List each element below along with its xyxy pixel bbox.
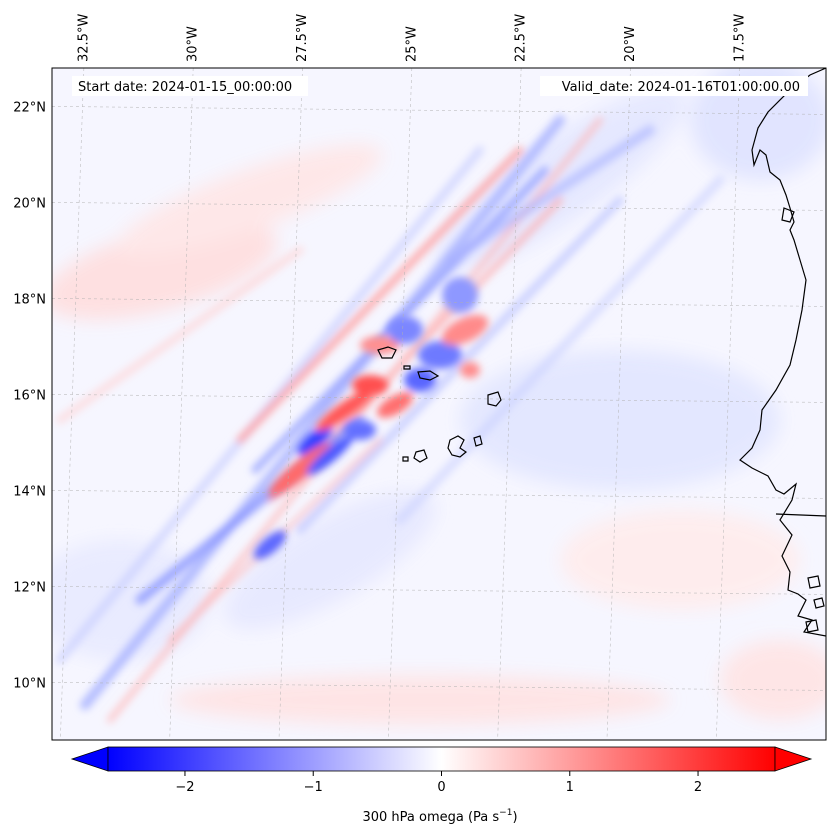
lon-tick-label: 25°W — [404, 26, 419, 62]
start-date-label: Start date: 2024-01-15_00:00:00 — [78, 80, 292, 95]
lon-tick-label: 32.5°W — [76, 14, 91, 62]
gridlines — [52, 68, 826, 740]
colorbar-extend-max — [774, 746, 813, 772]
gridline-lon — [715, 68, 741, 740]
valid-date-label: Valid_date: 2024-01-16T01:00:00.00 — [562, 80, 800, 95]
lon-tick-label: 27.5°W — [295, 14, 310, 62]
gridline-lon — [60, 68, 85, 740]
colorbar-tick-label: 0 — [437, 780, 445, 795]
lat-tick-label: 10°N — [13, 676, 46, 691]
colorbar-ticks: −2 −1 0 1 2 — [175, 771, 702, 795]
gridline-lon — [169, 68, 194, 740]
lat-tick-label: 14°N — [13, 484, 46, 499]
colorbar-tick-label: −2 — [175, 780, 194, 795]
gridline-lon — [497, 68, 522, 740]
lat-tick-label: 18°N — [13, 292, 46, 307]
gridline-lon — [606, 68, 631, 740]
longitude-labels: 32.5°W 30°W 27.5°W 25°W 22.5°W 20°W 17.5°W — [76, 14, 747, 62]
latitude-labels: 22°N 20°N 18°N 16°N 14°N 12°N 10°N — [13, 100, 46, 691]
lon-tick-label: 17.5°W — [732, 14, 747, 62]
coastline-outline — [377, 68, 826, 637]
omega-field: Start date: 2024-01-15_00:00:00 Valid_da… — [52, 68, 826, 740]
colorbar-label: 300 hPa omega (Pa s−1) — [362, 808, 517, 825]
lat-tick-label: 20°N — [13, 196, 46, 211]
colorbar-tick-label: −1 — [304, 780, 323, 795]
colorbar-body — [107, 746, 776, 772]
lon-tick-label: 22.5°W — [514, 14, 529, 62]
map-frame — [51, 67, 827, 741]
gridline-lon — [388, 68, 413, 740]
colorbar-tick-label: 2 — [694, 780, 702, 795]
colorbar: −2 −1 0 1 2 300 hPa omega (Pa s−1) — [70, 746, 813, 825]
lon-tick-label: 20°W — [623, 26, 638, 62]
lat-tick-label: 16°N — [13, 388, 46, 403]
lon-tick-label: 30°W — [186, 26, 201, 62]
lat-tick-label: 22°N — [13, 100, 46, 115]
gridline-lon — [278, 68, 303, 740]
start-date-banner — [72, 76, 308, 96]
colorbar-extend-min — [70, 746, 109, 772]
lat-tick-label: 12°N — [13, 580, 46, 595]
colorbar-tick-label: 1 — [566, 780, 574, 795]
valid-date-banner — [540, 76, 808, 96]
